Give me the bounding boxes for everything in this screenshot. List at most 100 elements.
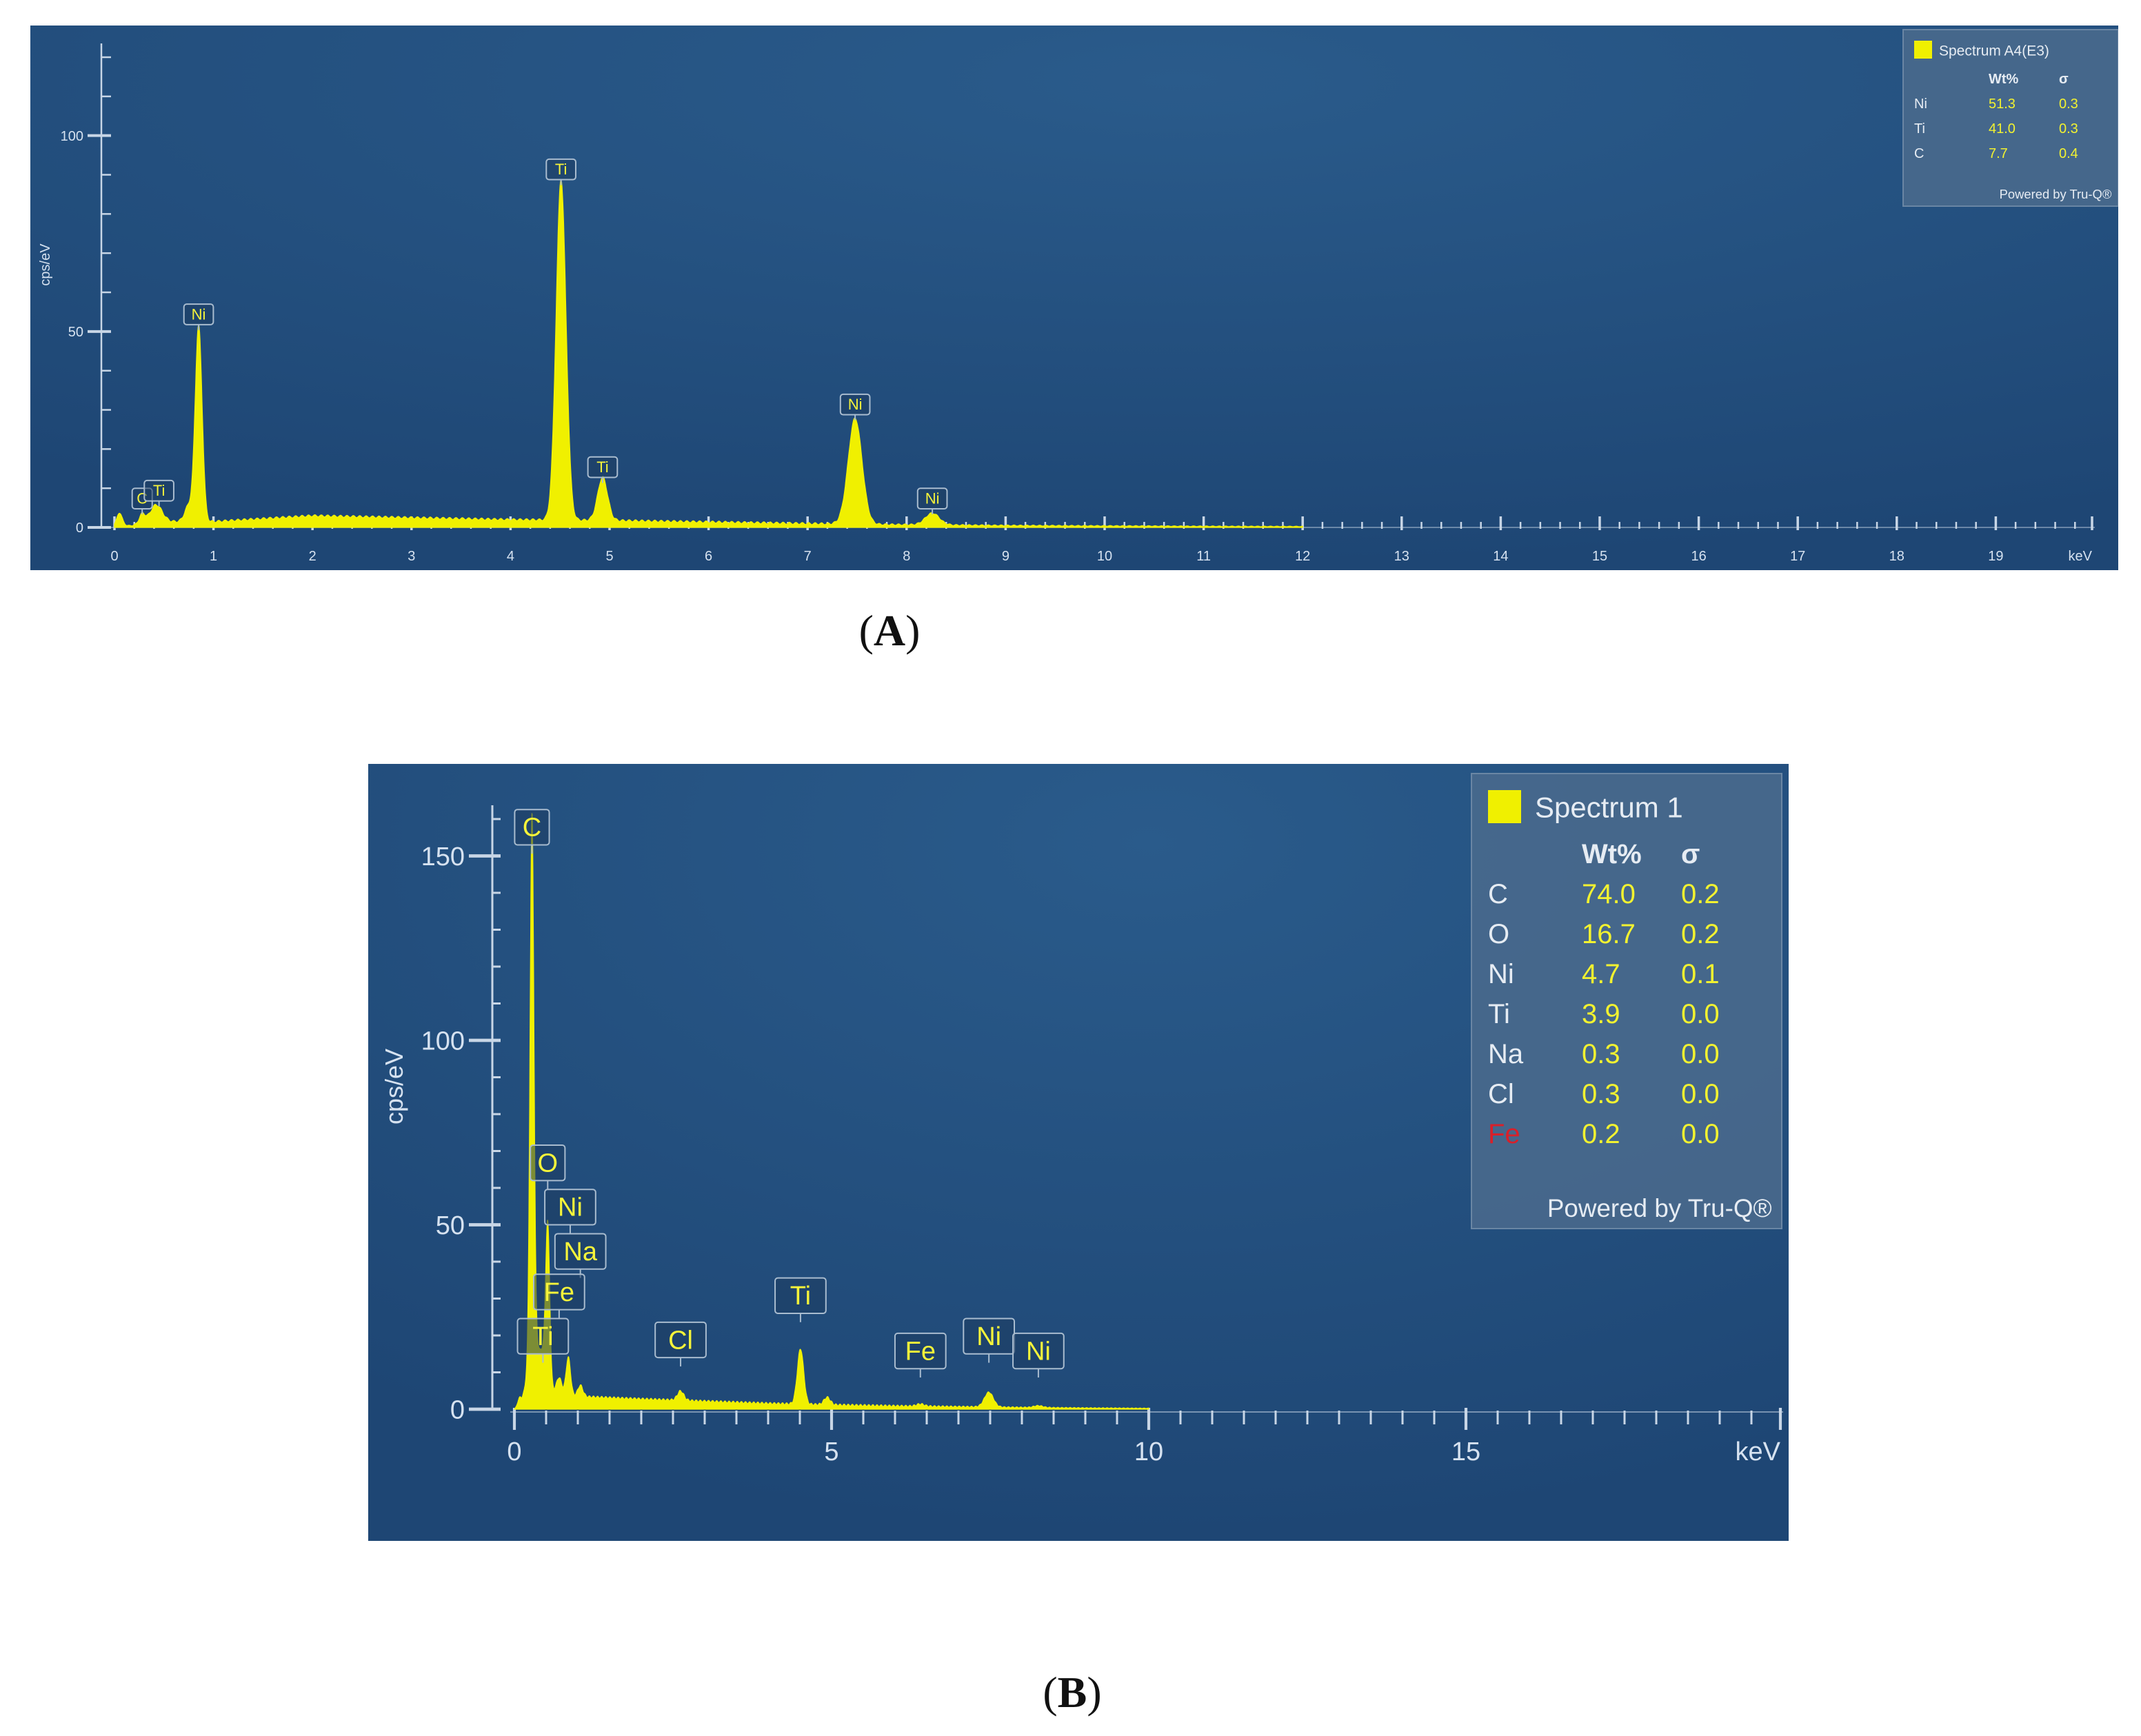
peak-label-text: Ni	[925, 490, 940, 507]
y-tick-label: 100	[421, 1027, 465, 1056]
peak-label: Ni	[916, 487, 948, 514]
y-tick-label: 50	[68, 325, 83, 340]
y-tick-label: 0	[450, 1396, 465, 1425]
peak-labels: C O Ni Na Fe Ti Cl Ti Fe Ni Ni	[514, 809, 1065, 1377]
caption-b: (B)	[1043, 1668, 1102, 1717]
x-tick-label: 6	[705, 549, 712, 564]
y-tick-label: 150	[421, 842, 465, 871]
legend-row-element: Ti	[1914, 121, 1925, 137]
x-tick-label: 4	[507, 549, 514, 564]
legend-row-element: Ni	[1914, 97, 1927, 112]
x-tick-label: 0	[507, 1437, 521, 1466]
y-axis-label: cps/eV	[38, 243, 53, 286]
peak-label-text: Fe	[905, 1337, 936, 1366]
legend-header-sigma: σ	[1681, 839, 1700, 869]
legend-header-wt: Wt%	[1989, 72, 2019, 87]
spectrum-panel-a: 0 50 100 cps/eV 0 1 2 3 4 5 6 7 8 9 10 11 12 13 14 15 16 17 18…	[30, 26, 2118, 570]
legend-footer: Powered by Tru-Q®	[1547, 1194, 1772, 1222]
legend-row-element: C	[1914, 146, 1924, 161]
peak-label-text: O	[538, 1149, 559, 1178]
x-tick-label: 0	[110, 549, 118, 564]
peak-label-text: Fe	[544, 1278, 574, 1307]
legend-background	[1471, 773, 1782, 1229]
x-axis-label: keV	[1736, 1437, 1781, 1466]
spectrum-area	[114, 179, 1303, 528]
legend-row-wt: 0.2	[1582, 1119, 1620, 1149]
x-tick-label: 1	[210, 549, 217, 564]
x-tick-label: 13	[1394, 549, 1409, 564]
peak-label: Ti	[143, 479, 174, 507]
x-tick-label: 5	[605, 549, 613, 564]
legend-row-element: Ti	[1488, 999, 1510, 1029]
peak-label: Fe	[533, 1273, 585, 1319]
legend-title: Spectrum A4(E3)	[1939, 43, 2049, 59]
legend-row-sigma: 0.3	[2059, 97, 2078, 112]
peak-label-text: Ti	[532, 1322, 553, 1351]
legend-row-sigma: 0.0	[1681, 1079, 1720, 1109]
legend-header-sigma: σ	[2059, 72, 2069, 87]
x-tick-label: 7	[804, 549, 812, 564]
x-tick-label: 10	[1097, 549, 1112, 564]
peak-label-text: Ni	[558, 1193, 583, 1222]
legend-row-sigma: 0.0	[1681, 1119, 1720, 1149]
y-axis-label: cps/eV	[380, 1049, 408, 1124]
peak-label-text: Ni	[848, 396, 863, 413]
spectrum-chart-b: 0 50 100 150 cps/eV 0 5 10 15 keV C O Ni Na Fe Ti Cl Ti Fe…	[368, 764, 1789, 1541]
peak-label: O	[530, 1144, 566, 1190]
x-tick-label: 16	[1691, 549, 1706, 564]
peak-label-text: Ti	[153, 482, 165, 499]
x-tick-label: 11	[1196, 549, 1211, 564]
peak-label-box	[654, 1321, 707, 1359]
x-tick-label: 19	[1988, 549, 2003, 564]
legend-row-wt: 51.3	[1989, 97, 2016, 112]
legend-box: Spectrum 1 Wt% σ C 74.0 0.2 O 16.7 0.2 Ni 4.7 0.1 Ti…	[1471, 773, 1782, 1229]
legend-row-wt: 7.7	[1989, 146, 2008, 161]
peak-label-text: Ti	[596, 458, 609, 476]
peak-label-text: Na	[563, 1238, 597, 1266]
spectrum-area	[514, 813, 1149, 1410]
y-axis: 0 50 100 150 cps/eV	[380, 805, 501, 1425]
legend-box: Spectrum A4(E3) Wt% σ Ni 51.3 0.3 Ti 41.0 0.3 C 7.…	[1902, 29, 2118, 207]
y-tick-label: 0	[76, 521, 83, 536]
peak-label: Ti	[545, 158, 576, 185]
y-tick-label: 50	[436, 1211, 465, 1240]
legend-row-element: Fe	[1488, 1119, 1520, 1149]
caption-a: (A)	[858, 606, 921, 655]
caption-b-letter: B	[1057, 1668, 1087, 1717]
peak-label-text: Cl	[668, 1326, 693, 1355]
x-tick-label: 17	[1790, 549, 1805, 564]
x-tick-label: 15	[1592, 549, 1607, 564]
x-tick-label: 12	[1295, 549, 1310, 564]
legend-row-wt: 16.7	[1582, 919, 1636, 949]
legend-row-sigma: 0.0	[1681, 999, 1720, 1029]
x-tick-label: 5	[824, 1437, 838, 1466]
x-tick-label: 15	[1451, 1437, 1480, 1466]
peak-label: Cl	[654, 1321, 707, 1366]
peak-label-text: Ni	[976, 1322, 1001, 1351]
legend-swatch	[1488, 790, 1521, 823]
peak-label: Ti	[516, 1318, 570, 1363]
legend-row-sigma: 0.4	[2059, 146, 2078, 161]
y-tick-label: 100	[61, 129, 83, 144]
y-axis: 0 50 100 cps/eV	[38, 43, 111, 536]
peak-label: C	[514, 809, 550, 854]
legend-row-sigma: 0.0	[1681, 1039, 1720, 1069]
legend-row-wt: 41.0	[1989, 121, 2016, 137]
spectrum-panel-b: 0 50 100 150 cps/eV 0 5 10 15 keV C O Ni Na Fe Ti Cl Ti Fe…	[368, 764, 1789, 1541]
legend-row-wt: 4.7	[1582, 959, 1620, 989]
legend-row-element: Cl	[1488, 1079, 1514, 1109]
legend-row-wt: 0.3	[1582, 1079, 1620, 1109]
caption-a-letter: A	[873, 606, 906, 655]
legend-row-wt: 3.9	[1582, 999, 1620, 1029]
plot-background	[30, 26, 2118, 570]
x-tick-label: 2	[309, 549, 316, 564]
legend-row-element: O	[1488, 919, 1509, 949]
peak-label: Ni	[183, 303, 214, 330]
legend-background	[1902, 29, 2118, 207]
legend-row-sigma: 0.2	[1681, 879, 1720, 909]
x-tick-label: 10	[1134, 1437, 1163, 1466]
x-tick-label: 8	[903, 549, 910, 564]
peak-label: Ni	[544, 1189, 596, 1234]
